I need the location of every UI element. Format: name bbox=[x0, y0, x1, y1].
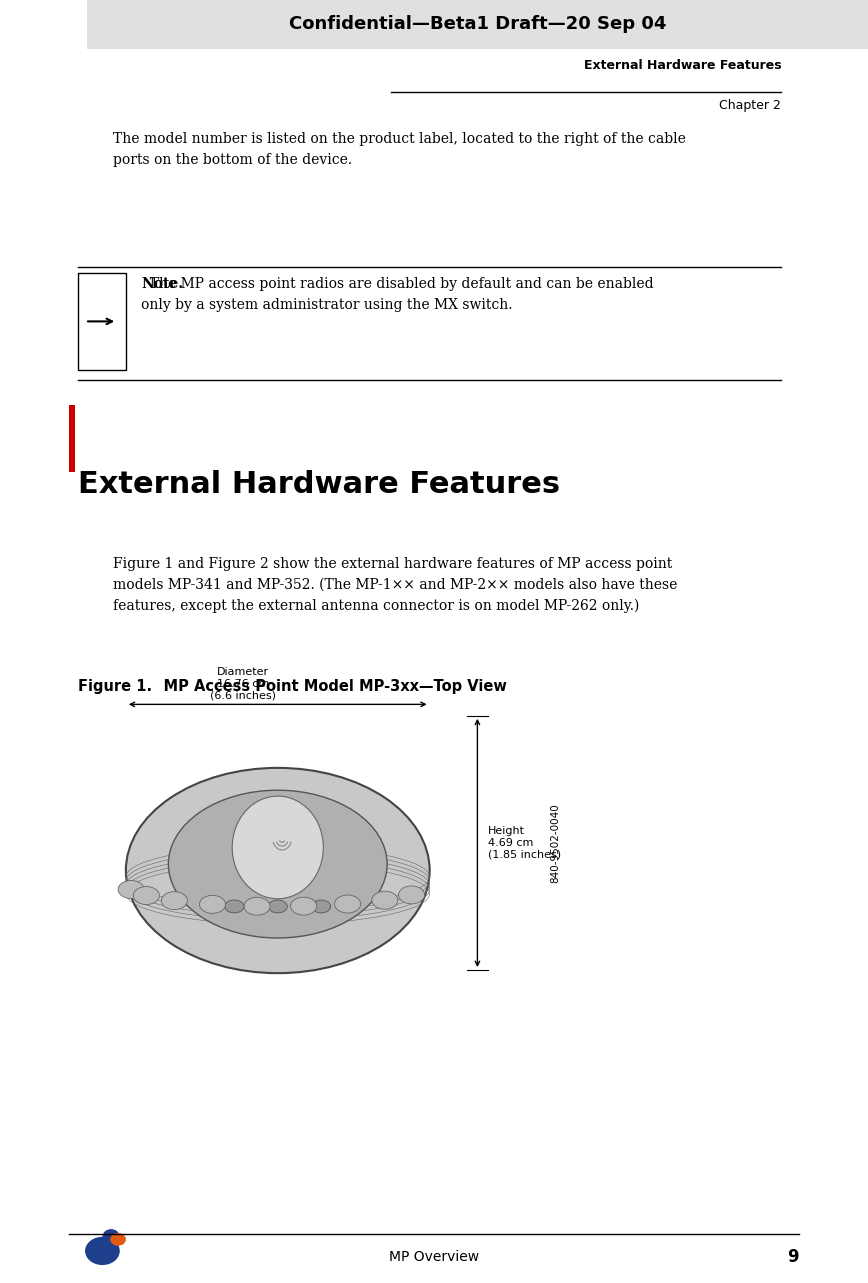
Bar bbox=[78, 273, 126, 370]
Text: Figure 1.: Figure 1. bbox=[78, 679, 152, 694]
Text: Note.: Note. bbox=[141, 277, 184, 291]
Text: MP Overview: MP Overview bbox=[389, 1251, 479, 1264]
Text: External Hardware Features: External Hardware Features bbox=[78, 470, 560, 499]
Ellipse shape bbox=[110, 1233, 126, 1246]
Ellipse shape bbox=[161, 892, 187, 910]
Ellipse shape bbox=[372, 892, 398, 910]
Ellipse shape bbox=[398, 887, 424, 905]
Ellipse shape bbox=[335, 896, 361, 913]
Text: Chapter 2: Chapter 2 bbox=[720, 99, 781, 112]
Ellipse shape bbox=[225, 901, 244, 913]
Bar bbox=[69, 405, 75, 472]
Text: The MP access point radios are disabled by default and can be enabled
only by a : The MP access point radios are disabled … bbox=[141, 277, 654, 312]
Ellipse shape bbox=[102, 1229, 120, 1245]
Text: Diameter
16.76 cm
(6.6 inches): Diameter 16.76 cm (6.6 inches) bbox=[210, 667, 276, 701]
Text: External Hardware Features: External Hardware Features bbox=[583, 59, 781, 72]
Bar bbox=[87, 0, 868, 49]
Text: 9: 9 bbox=[787, 1248, 799, 1266]
Ellipse shape bbox=[200, 896, 226, 913]
Text: Confidential—Beta1 Draft—20 Sep 04: Confidential—Beta1 Draft—20 Sep 04 bbox=[289, 15, 666, 33]
Ellipse shape bbox=[291, 897, 317, 915]
Ellipse shape bbox=[118, 880, 144, 898]
Ellipse shape bbox=[134, 887, 160, 905]
Text: Figure 1 and Figure 2 show the external hardware features of MP access point
mod: Figure 1 and Figure 2 show the external … bbox=[113, 557, 677, 613]
Text: Height
4.69 cm
(1.85 inches): Height 4.69 cm (1.85 inches) bbox=[488, 826, 561, 860]
Ellipse shape bbox=[312, 901, 331, 913]
Ellipse shape bbox=[268, 901, 287, 913]
Ellipse shape bbox=[233, 795, 323, 898]
Text: MP Access Point Model MP-3xx—Top View: MP Access Point Model MP-3xx—Top View bbox=[143, 679, 507, 694]
Text: 840-9502-0040: 840-9502-0040 bbox=[550, 803, 561, 883]
Ellipse shape bbox=[244, 897, 270, 915]
Ellipse shape bbox=[126, 767, 430, 973]
Ellipse shape bbox=[85, 1237, 120, 1265]
Ellipse shape bbox=[168, 790, 387, 938]
Text: The model number is listed on the product label, located to the right of the cab: The model number is listed on the produc… bbox=[113, 132, 686, 167]
